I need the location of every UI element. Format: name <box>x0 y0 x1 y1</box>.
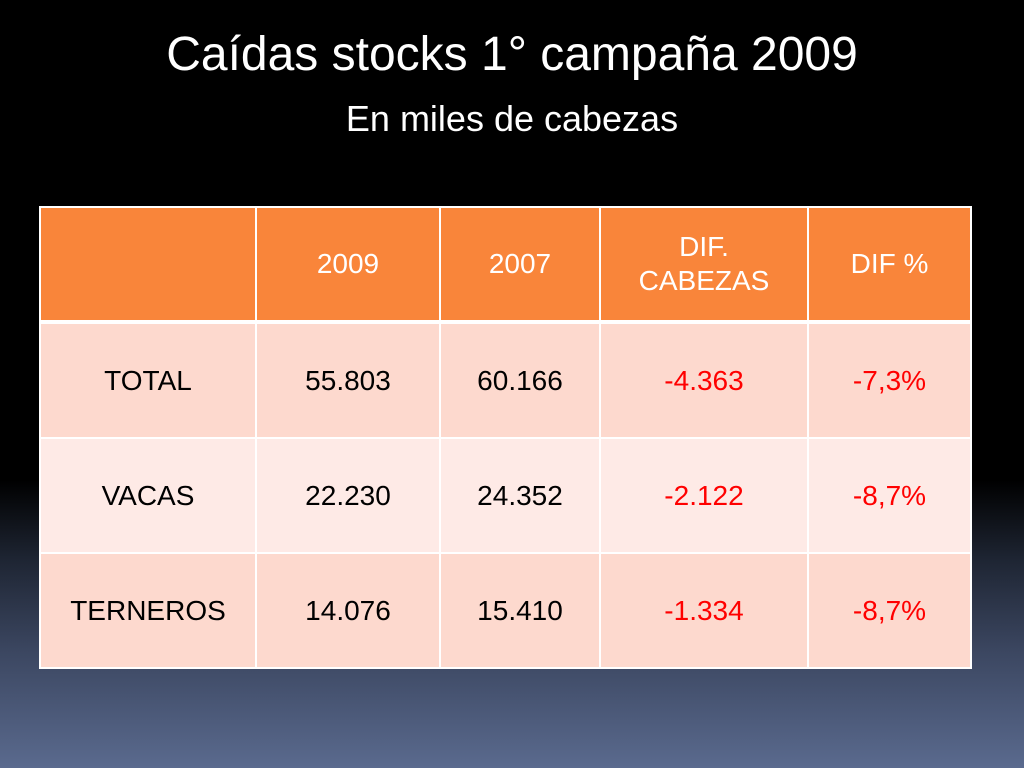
row-label: TOTAL <box>39 321 257 439</box>
header-cell-empty <box>39 206 257 324</box>
value-dif-pct: -8,7% <box>807 552 972 669</box>
stocks-table: 2009 2007 DIF. CABEZAS DIF % TOTAL 55.80… <box>39 206 972 669</box>
header-cell-2007: 2007 <box>439 206 601 324</box>
value-2009: 14.076 <box>255 552 441 669</box>
row-label: VACAS <box>39 437 257 554</box>
value-dif-cabezas: -4.363 <box>599 321 809 439</box>
slide-subtitle: En miles de cabezas <box>345 98 679 139</box>
value-2007: 15.410 <box>439 552 601 669</box>
slide-title: Caídas stocks 1° campaña 2009 <box>166 28 858 81</box>
value-dif-pct: -8,7% <box>807 437 972 554</box>
table-header-row: 2009 2007 DIF. CABEZAS DIF % <box>39 206 972 324</box>
header-cell-dif-pct: DIF % <box>807 206 972 324</box>
row-label: TERNEROS <box>39 552 257 669</box>
value-2007: 60.166 <box>439 321 601 439</box>
table-row: TOTAL 55.803 60.166 -4.363 -7,3% <box>39 321 972 439</box>
value-dif-cabezas: -1.334 <box>599 552 809 669</box>
table-row: VACAS 22.230 24.352 -2.122 -8,7% <box>39 437 972 554</box>
value-dif-cabezas: -2.122 <box>599 437 809 554</box>
value-2009: 55.803 <box>255 321 441 439</box>
header-cell-dif-cabezas: DIF. CABEZAS <box>599 206 809 324</box>
header-cell-2009: 2009 <box>255 206 441 324</box>
table-row: TERNEROS 14.076 15.410 -1.334 -8,7% <box>39 552 972 669</box>
value-dif-pct: -7,3% <box>807 321 972 439</box>
value-2009: 22.230 <box>255 437 441 554</box>
value-2007: 24.352 <box>439 437 601 554</box>
